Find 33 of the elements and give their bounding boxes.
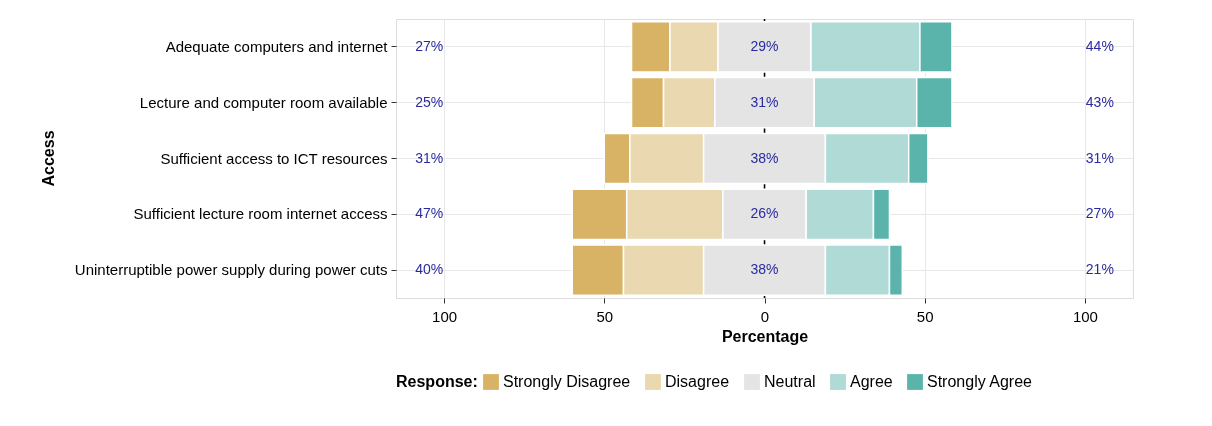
y-tick-label: Sufficient lecture room internet access: [133, 205, 388, 223]
y-tick-label: Lecture and computer room available: [139, 93, 388, 111]
legend-label: Neutral: [764, 373, 816, 390]
data-label: 38%: [750, 261, 779, 278]
annotation: 43%: [1085, 93, 1114, 110]
data-label: 29%: [750, 37, 779, 54]
x-axis-title: Percentage: [721, 327, 809, 345]
y-tick-label: Uninterruptible power supply during power cuts: [74, 261, 388, 279]
annotation: 31%: [415, 149, 444, 166]
x-tick-label: 50: [916, 307, 934, 325]
data-label: 38%: [750, 149, 779, 166]
y-tick-label: Adequate computers and internet: [165, 37, 389, 55]
annotation: 47%: [415, 205, 444, 222]
legend-label: Strongly Agree: [927, 373, 1033, 390]
annotation: 21%: [1085, 261, 1114, 278]
annotation: 25%: [415, 93, 444, 110]
data-label: 26%: [750, 205, 779, 222]
annotation: 27%: [415, 37, 444, 54]
legend-label: Agree: [850, 373, 893, 390]
x-tick-label: 100: [432, 307, 458, 325]
x-tick-label: 0: [760, 307, 770, 325]
annotation: 40%: [415, 261, 444, 278]
y-axis-title: Access: [39, 130, 57, 187]
data-label: 31%: [750, 93, 779, 110]
y-tick-label: Sufficient access to ICT resources: [160, 149, 388, 167]
legend-label: Disagree: [665, 373, 730, 390]
x-tick-label: 50: [596, 307, 614, 325]
legend-title: Response:: [396, 373, 478, 390]
legend-label: Strongly Disagree: [503, 373, 631, 390]
annotation: 31%: [1085, 149, 1114, 166]
annotation: 27%: [1085, 205, 1114, 222]
annotation: 44%: [1085, 37, 1114, 54]
x-tick-label: 100: [1072, 307, 1098, 325]
